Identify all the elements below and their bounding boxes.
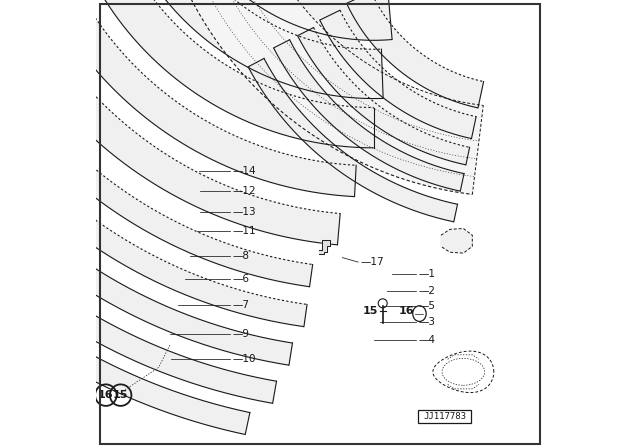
Polygon shape	[125, 0, 383, 99]
Text: —3: —3	[419, 317, 436, 327]
Text: 15: 15	[362, 306, 378, 316]
Polygon shape	[320, 10, 476, 138]
Text: —7: —7	[232, 300, 250, 310]
Polygon shape	[248, 58, 458, 222]
Text: —6: —6	[232, 274, 250, 284]
Polygon shape	[0, 135, 292, 365]
Polygon shape	[298, 28, 470, 165]
Text: —5: —5	[419, 301, 436, 310]
Text: —13: —13	[232, 207, 256, 217]
Polygon shape	[173, 0, 392, 40]
Text: —11: —11	[232, 226, 256, 236]
Polygon shape	[319, 240, 330, 254]
Polygon shape	[49, 0, 356, 197]
Polygon shape	[0, 105, 307, 327]
Text: —8: —8	[232, 251, 250, 261]
Text: —4: —4	[419, 335, 436, 345]
Text: —1: —1	[419, 269, 436, 279]
Text: JJ117783: JJ117783	[423, 412, 466, 421]
Text: —17: —17	[360, 257, 384, 267]
Text: —9: —9	[232, 329, 250, 339]
FancyBboxPatch shape	[418, 410, 472, 423]
Polygon shape	[441, 228, 472, 253]
Text: —2: —2	[419, 286, 436, 296]
Polygon shape	[13, 22, 340, 245]
Polygon shape	[274, 40, 464, 191]
Polygon shape	[0, 197, 250, 435]
Text: —10: —10	[232, 354, 256, 364]
Text: 16: 16	[399, 306, 415, 316]
Polygon shape	[0, 75, 313, 287]
Text: 16: 16	[98, 390, 114, 400]
Text: —12: —12	[232, 186, 256, 196]
Polygon shape	[347, 0, 484, 108]
Polygon shape	[184, 0, 483, 194]
Polygon shape	[86, 0, 374, 148]
Polygon shape	[0, 167, 276, 403]
Text: 15: 15	[113, 390, 129, 400]
Text: —14: —14	[232, 166, 256, 176]
